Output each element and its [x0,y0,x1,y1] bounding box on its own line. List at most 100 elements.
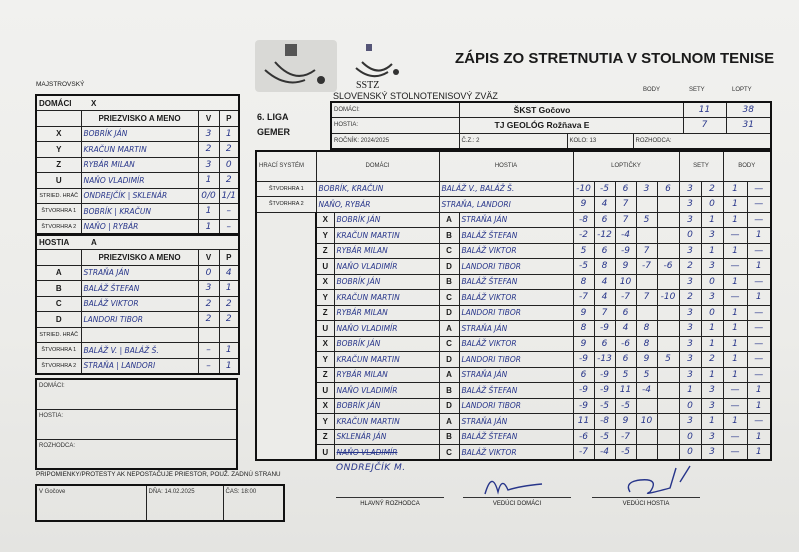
page-title: ZÁPIS ZO STRETNUTIA V STOLNOM TENISE [455,50,775,67]
away-slot: C [438,242,460,259]
roster-row: STRIED. HRÁČ [35,326,240,343]
match-point: — [746,320,772,337]
away-slot: B [438,428,460,445]
system-blank [256,367,317,383]
set-score: 8 [635,335,658,352]
system-blank [256,336,317,352]
sstz-logo-text: SSTZ [356,80,380,91]
set-score: -12 [593,227,616,244]
player-slot-label: D [35,311,82,328]
sets-won: 0 [700,273,724,290]
away-player: STRAŇA JÁN [458,211,574,228]
away-slot: D [438,304,460,321]
away-slot: B [438,227,460,244]
set-score: 8 [593,258,616,275]
away-slot: A [438,366,460,383]
set-score: 3 [635,180,658,197]
wins: 3 [197,156,220,173]
roster-row: Y KRAČUN MARTIN 2 2 [35,141,240,158]
home-slot: Y [315,351,335,368]
away-official-field[interactable]: HOSTIA: [35,408,238,440]
sets-won: 1 [678,382,702,399]
col-away: HOSTIA [438,150,574,182]
away-player: BALÁŽ VIKTOR [458,289,574,306]
roster-row: ŠTVORHRA 2 STRAŇA | LANDORI –1 [35,357,240,374]
set-score [635,444,658,461]
losses: 2 [218,141,240,158]
singles-row: Y KRAČUN MARTIN D LANDORI TIBOR -9 -13 6 9 5 3 2 1— [256,351,772,368]
set-score: 9 [635,351,658,368]
set-score: 7 [635,242,658,259]
home-official-field[interactable]: DOMÁCI: [35,378,238,410]
match-point: — [722,258,748,275]
col-name: PRIEZVISKO A MENO [80,249,199,266]
set-score: -7 [572,289,595,306]
roster-row: X BOBRÍK JÁN 3 1 [35,125,240,142]
sets-won: 3 [678,366,702,383]
wins: 2 [197,311,220,328]
home-player: KRAČUN MARTIN [333,413,440,430]
match-point: — [746,335,772,352]
away-sets: 31 [725,117,772,134]
set-score: -6 [656,258,680,275]
singles-row: U NAŇO VLADIMÍR C BALÁŽ VIKTOR -7 -4 -5 0 3—1 [256,444,772,461]
sets-won: 3 [678,211,702,228]
league-name: 6. LIGA [257,112,289,122]
player-name: BALÁŽ VIKTOR [80,295,199,312]
set-score [656,227,680,244]
home-roster: DOMÁCI X PRIEZVISKO A MENO V P X BOBRÍK JÁN 3… [35,94,241,236]
federation-name: SLOVENSKÝ STOLNOTENISOVÝ ZVÄZ [333,91,498,101]
system-blank [256,258,317,274]
system-blank [256,382,317,398]
match-point: 1 [722,413,748,430]
away-player: STRAŇA JÁN [458,320,574,337]
set-score: 6 [572,366,595,383]
player-slot-label: ŠTVORHRA 1 [35,342,82,359]
set-score [635,397,658,414]
match-point: 1 [746,382,772,399]
set-score: 10 [635,413,658,430]
match-point: 1 [746,258,772,275]
date: DŇA: 14.02.2025 [145,484,224,522]
set-score: -9 [572,351,595,368]
player-slot-label: B [35,280,82,297]
sets-won: 1 [700,242,724,259]
player-name: STRAŇA JÁN [80,264,199,281]
home-slot: Z [315,366,335,383]
match-summary: DOMÁCI: ŠKST Gočovo 11 38 HOSTIA: TJ GEOLÓG … [330,101,773,150]
set-score: -8 [593,413,616,430]
away-slot: B [438,273,460,290]
singles-row: X BOBRÍK JÁN D LANDORI TIBOR -9 -5 -5 0 3—1 [256,397,772,414]
player-name [80,326,199,343]
set-score: -13 [593,351,616,368]
set-score: 6 [614,351,637,368]
doubles-label: ŠTVORHRA 1 [255,180,317,197]
losses: 2 [218,295,240,312]
sets-won: 3 [700,382,724,399]
sets-won: 3 [700,444,724,461]
referee-official-field[interactable]: ROZHODCA: [35,438,238,470]
set-score: 5 [635,366,658,383]
sets-won: 2 [700,351,724,368]
set-score [656,335,680,352]
set-score: 8 [572,273,595,290]
singles-row: Z RYBÁR MILAN D LANDORI TIBOR 9 7 6 3 0 1— [256,304,772,321]
col-home: DOMÁCI [315,150,440,182]
match-point: 1 [722,304,748,321]
set-score: -9 [614,242,637,259]
sets-won: 3 [700,258,724,275]
away-slot: D [438,397,460,414]
away-label: HOSTIA: [330,117,460,134]
singles-row: Y KRAČUN MARTIN C BALÁŽ VIKTOR -7 4 -7 7 -10 2 3—1 [256,289,772,306]
set-score [656,273,680,290]
home-slot: X [315,211,335,228]
away-player: BALÁŽ VIKTOR [458,444,574,461]
player-name: BALÁŽ ŠTEFAN [80,280,199,297]
match-point: 1 [722,242,748,259]
away-slot: D [438,258,460,275]
set-score [635,227,658,244]
wins: 2 [197,141,220,158]
player-slot-label: A [35,264,82,281]
set-score [635,304,658,321]
home-slot: Y [315,413,335,430]
